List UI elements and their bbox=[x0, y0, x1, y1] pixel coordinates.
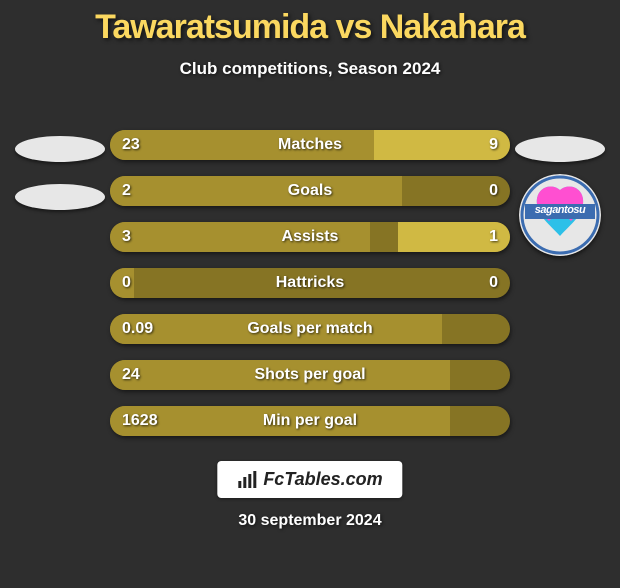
club-badge: sagantosu bbox=[519, 174, 601, 256]
stat-label: Min per goal bbox=[110, 406, 510, 436]
stat-label: Hattricks bbox=[110, 268, 510, 298]
stat-right-value: 0 bbox=[489, 176, 498, 206]
stat-row: 23 Matches 9 bbox=[110, 130, 510, 160]
stat-row: 0.09 Goals per match bbox=[110, 314, 510, 344]
page-subtitle: Club competitions, Season 2024 bbox=[0, 59, 620, 79]
player-right-avatar: sagantosu bbox=[512, 130, 608, 256]
stat-row: 0 Hattricks 0 bbox=[110, 268, 510, 298]
stat-row: 1628 Min per goal bbox=[110, 406, 510, 436]
stat-label: Assists bbox=[110, 222, 510, 252]
stat-row: 24 Shots per goal bbox=[110, 360, 510, 390]
avatar-oval bbox=[15, 136, 105, 162]
watermark-text: FcTables.com bbox=[263, 469, 382, 490]
watermark: FcTables.com bbox=[217, 461, 402, 498]
footer-date: 30 september 2024 bbox=[0, 512, 620, 530]
avatar-oval bbox=[515, 136, 605, 162]
stat-right-value: 9 bbox=[489, 130, 498, 160]
page-title: Tawaratsumida vs Nakahara bbox=[0, 8, 620, 47]
stat-label: Goals bbox=[110, 176, 510, 206]
stat-right-value: 0 bbox=[489, 268, 498, 298]
stat-row: 3 Assists 1 bbox=[110, 222, 510, 252]
stat-label: Shots per goal bbox=[110, 360, 510, 390]
stat-label: Goals per match bbox=[110, 314, 510, 344]
player-left-avatar bbox=[12, 130, 108, 216]
chart-icon bbox=[237, 471, 257, 489]
avatar-oval bbox=[15, 184, 105, 210]
stat-row: 2 Goals 0 bbox=[110, 176, 510, 206]
stats-table: 23 Matches 9 2 Goals 0 3 Assists 1 0 Hat… bbox=[110, 130, 510, 452]
stat-right-value: 1 bbox=[489, 222, 498, 252]
stat-label: Matches bbox=[110, 130, 510, 160]
club-badge-text: sagantosu bbox=[519, 204, 601, 216]
